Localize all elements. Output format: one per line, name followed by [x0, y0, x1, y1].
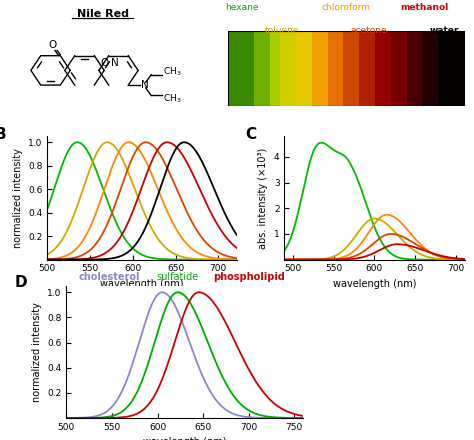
- Bar: [270, 31, 280, 106]
- Text: methanol: methanol: [400, 3, 448, 12]
- Bar: [280, 31, 296, 106]
- Text: sulfatide: sulfatide: [156, 272, 199, 282]
- Bar: [296, 31, 312, 106]
- Bar: [407, 31, 422, 106]
- Text: C: C: [245, 127, 256, 142]
- Bar: [228, 31, 254, 106]
- Bar: [375, 31, 391, 106]
- Text: acetone: acetone: [351, 26, 388, 35]
- Text: phospholipid: phospholipid: [213, 272, 285, 282]
- Y-axis label: abs. intensity (×10³): abs. intensity (×10³): [258, 147, 268, 249]
- Text: CH$_3$: CH$_3$: [163, 66, 182, 78]
- Bar: [254, 31, 270, 106]
- Bar: [343, 31, 359, 106]
- Bar: [359, 31, 375, 106]
- X-axis label: wavelength (nm): wavelength (nm): [143, 437, 227, 440]
- Y-axis label: normalized intensity: normalized intensity: [32, 302, 42, 402]
- Text: B: B: [0, 127, 6, 142]
- Bar: [391, 31, 407, 106]
- Text: toluene: toluene: [264, 26, 299, 35]
- Text: N: N: [111, 58, 118, 68]
- Text: cholesterol: cholesterol: [78, 272, 140, 282]
- Text: Nile Red: Nile Red: [77, 9, 129, 19]
- Bar: [438, 31, 465, 106]
- Text: D: D: [14, 275, 27, 290]
- Text: CH$_3$: CH$_3$: [163, 92, 182, 105]
- Text: chloroform: chloroform: [321, 3, 370, 12]
- Text: N: N: [141, 80, 149, 90]
- Bar: [312, 31, 328, 106]
- Bar: [422, 31, 438, 106]
- Text: O: O: [100, 58, 108, 68]
- Y-axis label: normalized intensity: normalized intensity: [13, 148, 23, 248]
- Text: O: O: [48, 40, 57, 50]
- Text: water: water: [430, 26, 459, 35]
- Bar: [328, 31, 343, 106]
- Text: hexane: hexane: [225, 3, 259, 12]
- X-axis label: wavelength (nm): wavelength (nm): [100, 279, 184, 289]
- X-axis label: wavelength (nm): wavelength (nm): [333, 279, 416, 289]
